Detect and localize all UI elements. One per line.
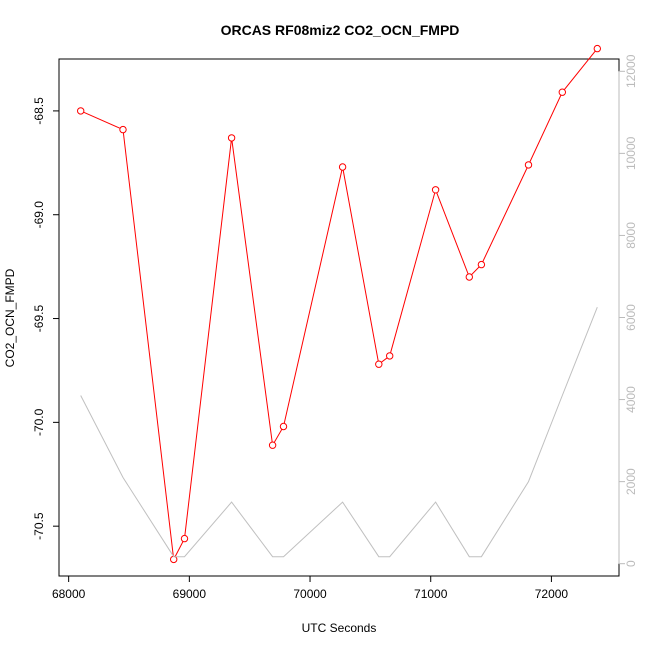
x-axis-label: UTC Seconds (302, 621, 377, 635)
right-y-tick-label: 4000 (624, 386, 638, 413)
data-point (338, 163, 347, 171)
right-y-tick-label: 6000 (624, 304, 638, 331)
left-axis-series-line (80, 48, 598, 562)
x-tick-label: 71000 (414, 587, 448, 601)
x-tick-label: 70000 (293, 587, 327, 601)
data-point (268, 441, 277, 449)
x-axis: 68000 69000 70000 71000 72000 (52, 575, 569, 601)
y-axis-label: CO2_OCN_FMPD (3, 268, 17, 367)
right-y-tick-label: 10000 (624, 136, 638, 170)
y-tick-label: -68.5 (32, 97, 46, 125)
data-point (465, 273, 473, 281)
data-point (180, 534, 189, 543)
data-point (593, 44, 601, 53)
data-point (386, 352, 394, 360)
y-tick-label: -69.5 (32, 305, 46, 333)
data-point (119, 125, 127, 134)
right-y-tick-label: 12000 (624, 54, 638, 88)
right-y-tick-label: 2000 (624, 468, 638, 495)
data-point (77, 107, 85, 115)
data-point (227, 134, 236, 142)
data-point (477, 260, 486, 269)
series-layer (77, 44, 601, 564)
y-tick-label: -70.0 (32, 408, 46, 436)
y-tick-label: -69.0 (32, 201, 46, 229)
x-tick-label: 68000 (52, 587, 86, 601)
data-point (558, 88, 566, 96)
right-y-tick-label: 8000 (624, 222, 638, 249)
x-tick-label: 72000 (535, 587, 569, 601)
right-axis-series-line (80, 307, 598, 558)
data-point (524, 161, 533, 169)
chart-title: ORCAS RF08miz2 CO2_OCN_FMPD (221, 22, 460, 38)
y-axis: -70.5 -70.0 -69.5 -69.0 -68.5 (32, 97, 60, 540)
x-tick-label: 69000 (173, 587, 207, 601)
data-point (431, 186, 440, 194)
y-tick-label: -70.5 (32, 512, 46, 540)
right-y-axis: 0 2000 4000 6000 8000 10000 12000 (618, 54, 638, 567)
plot-area (58, 58, 620, 577)
data-point (375, 360, 383, 368)
data-point (279, 422, 288, 431)
right-y-tick-label: 0 (624, 560, 638, 567)
